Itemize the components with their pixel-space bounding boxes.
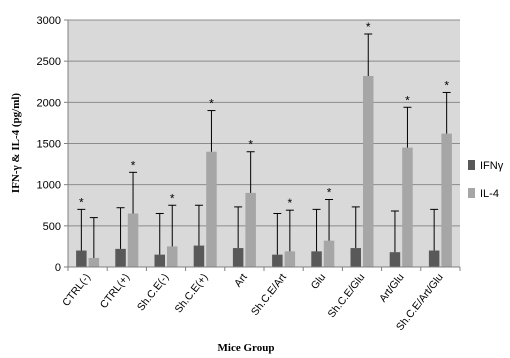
- significance-star: *: [444, 78, 449, 92]
- legend-swatch-ifng: [468, 160, 475, 170]
- significance-star: *: [131, 158, 136, 172]
- bar-ifng: [389, 252, 401, 267]
- y-tick-label: 1000: [37, 180, 61, 192]
- bar-ifng: [193, 245, 205, 267]
- bar-il4: [284, 251, 296, 267]
- bar-il4: [88, 257, 100, 267]
- x-tick-label: Sh.C.E(+): [173, 271, 211, 315]
- significance-star: *: [79, 195, 84, 209]
- bar-il4: [245, 192, 256, 267]
- bar-ifng: [76, 250, 87, 267]
- x-tick-label: Sh.C.E/Glu: [326, 271, 368, 320]
- significance-star: *: [327, 185, 332, 199]
- x-tick-label: CTRL(+): [98, 271, 132, 310]
- significance-star: *: [405, 93, 410, 107]
- bar-il4: [127, 213, 139, 267]
- y-tick-label: 2500: [37, 56, 61, 68]
- y-tick-label: 2000: [37, 97, 61, 109]
- significance-star: *: [209, 97, 214, 111]
- significance-star: *: [170, 191, 175, 205]
- bar-ifng: [311, 251, 322, 267]
- x-tick-label: Art/Glu: [377, 271, 407, 304]
- x-tick-label: Sh.C.E(-): [135, 271, 171, 313]
- bar-il4: [402, 147, 413, 267]
- bars: [76, 75, 452, 267]
- bar-ifng: [350, 248, 361, 267]
- y-axis: 0 500 1000 1500 2000 2500 3000: [37, 15, 69, 274]
- x-tick-label: Art: [232, 271, 250, 289]
- legend-label-ifng: IFNγ: [480, 160, 504, 172]
- x-axis: CTRL(-) CTRL(+) Sh.C.E(-) Sh.C.E(+) Art Sh.C.…: [60, 266, 461, 333]
- bar-il4: [441, 133, 452, 267]
- x-axis-title: Mice Group: [218, 342, 275, 354]
- y-tick-label: 0: [55, 262, 61, 274]
- significance-markers: * * * * * * * * * *: [79, 20, 449, 210]
- bar-ifng: [428, 250, 440, 267]
- bar-il4: [167, 246, 178, 267]
- x-tick-label: Glu: [309, 271, 329, 291]
- significance-star: *: [288, 196, 293, 210]
- x-tick-label: Sh.C.E/Art: [249, 271, 289, 318]
- significance-star: *: [248, 138, 253, 152]
- error-bars: [77, 33, 451, 258]
- legend-swatch-il4: [468, 188, 475, 198]
- y-tick-label: 3000: [37, 15, 61, 27]
- significance-star: *: [366, 20, 371, 34]
- y-tick-label: 1500: [37, 139, 61, 151]
- bar-ifng: [232, 248, 244, 267]
- y-tick-label: 500: [43, 221, 61, 233]
- bar-il4: [323, 240, 335, 267]
- bar-ifng: [272, 254, 283, 267]
- legend: IFNγ IL-4: [468, 160, 504, 200]
- legend-label-il4: IL-4: [480, 188, 499, 200]
- bar-il4: [363, 75, 374, 267]
- bar-il4: [206, 151, 217, 267]
- y-axis-title: IFN-γ & IL-4 (pg/ml): [10, 93, 22, 194]
- bar-ifng: [115, 248, 126, 267]
- bar-ifng: [154, 254, 165, 267]
- x-tick-label: CTRL(-): [60, 271, 93, 308]
